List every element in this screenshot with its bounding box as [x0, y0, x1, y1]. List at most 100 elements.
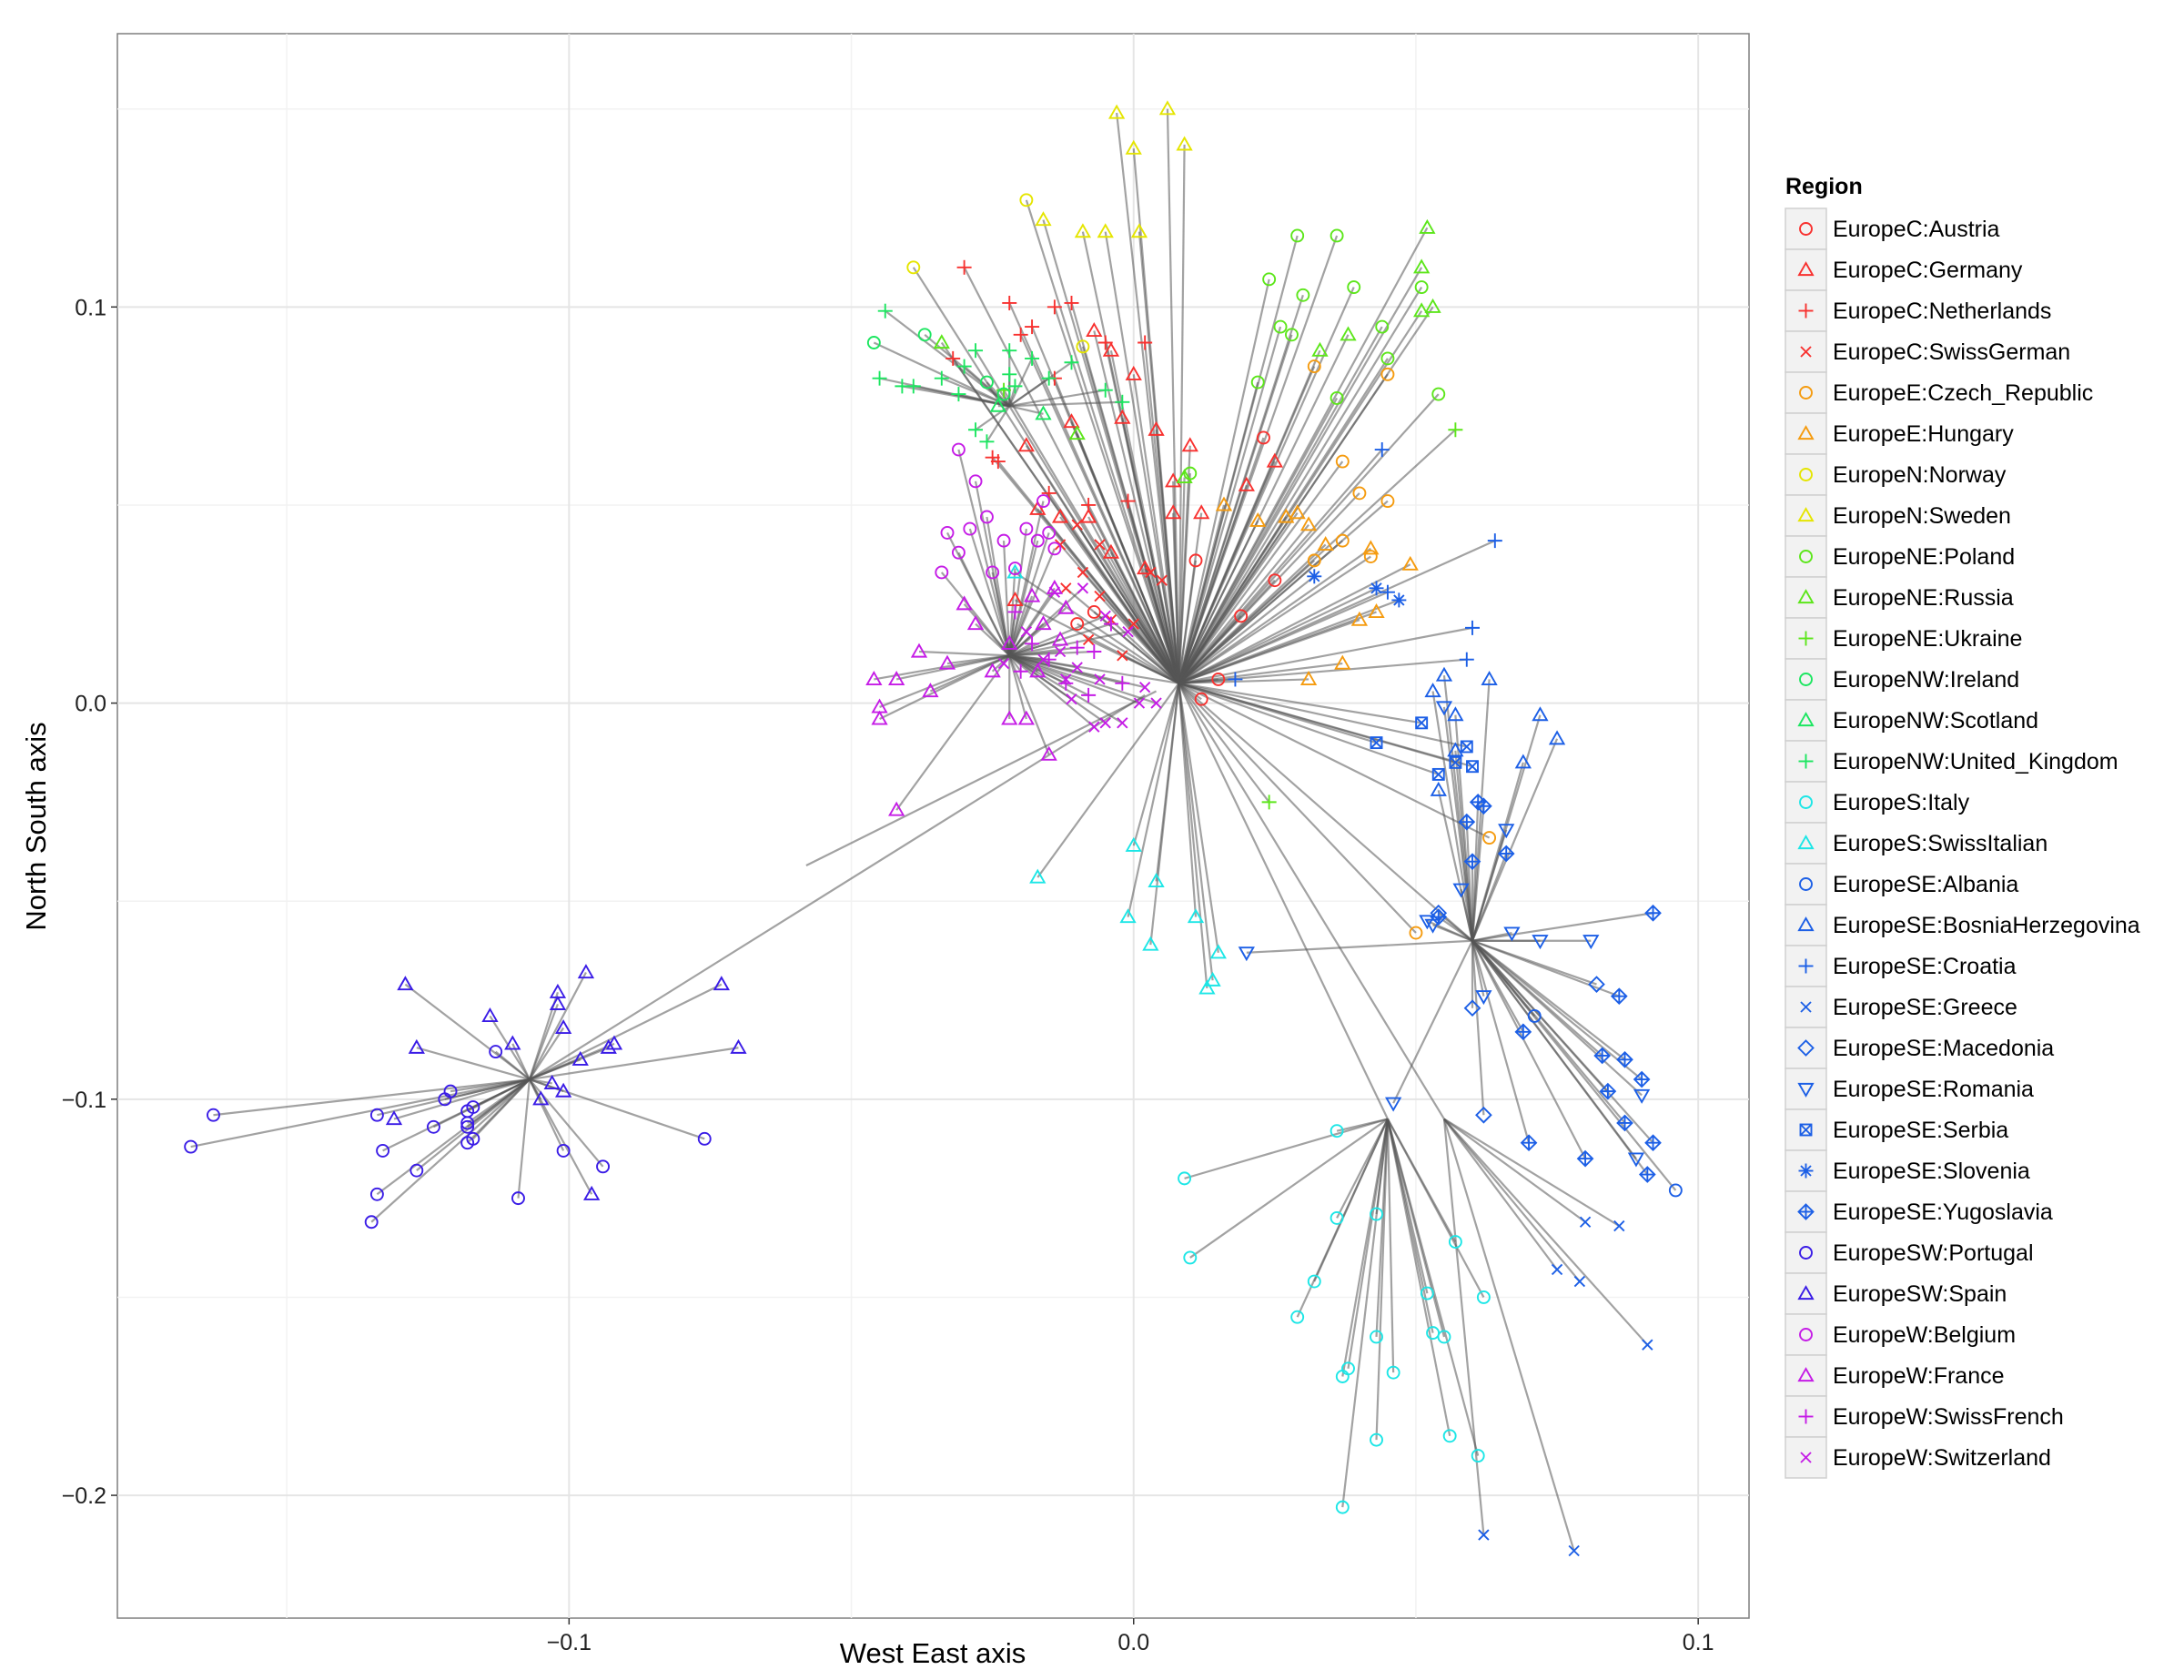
tip-branch [1008, 386, 1016, 407]
tip-branch [941, 377, 1010, 408]
data-point [1414, 280, 1429, 295]
tip-branch [1178, 683, 1214, 981]
data-point [1013, 327, 1028, 342]
tip-branch [1431, 691, 1474, 941]
data-point [1030, 533, 1045, 548]
data-point [1150, 697, 1162, 709]
data-point [1616, 1050, 1633, 1068]
data-point [1311, 341, 1329, 357]
tip-branch [1166, 108, 1180, 683]
legend-key [1785, 658, 1827, 701]
tip-branch [1036, 683, 1180, 878]
data-point [1299, 671, 1318, 686]
data-point [1119, 908, 1137, 924]
legend-item: EuropeC:Netherlands [1785, 289, 2051, 332]
data-point [1644, 904, 1662, 922]
data-point [426, 1119, 440, 1134]
tip-branch [1008, 361, 1073, 408]
data-point [1588, 976, 1605, 993]
data-point [1380, 494, 1395, 509]
data-point [951, 387, 966, 402]
trunk-branch [805, 690, 1158, 867]
data-point [1442, 1429, 1457, 1443]
legend-marker [1797, 1039, 1815, 1057]
tip-branch [1098, 595, 1180, 684]
tip-branch [1178, 678, 1236, 684]
data-point [1234, 609, 1249, 623]
legend-marker [1799, 1123, 1813, 1137]
tip-branch [1178, 587, 1378, 684]
data-point [1071, 662, 1083, 673]
data-point [1081, 497, 1097, 512]
data-point [481, 1007, 499, 1022]
data-point [1097, 335, 1113, 350]
data-point [1211, 673, 1226, 686]
y-axis-ticks: 0.1 0.0 −0.1 −0.2 [62, 295, 117, 1509]
tip-branch [1178, 682, 1440, 775]
tip-branch [968, 528, 1011, 656]
tip-branch [517, 1078, 531, 1199]
data-point [1082, 633, 1095, 646]
data-point [1568, 1544, 1580, 1557]
legend-label: EuropeN:Sweden [1833, 503, 2011, 529]
legend-marker [1799, 222, 1813, 236]
data-point [1449, 755, 1462, 769]
legend-item: EuropeC:Germany [1785, 248, 2023, 291]
legend-item: EuropeW:France [1785, 1354, 2005, 1397]
tip-branch [929, 654, 1010, 693]
data-point [1380, 367, 1395, 381]
data-point [1006, 563, 1024, 579]
data-point [1335, 1500, 1350, 1514]
data-point [1060, 582, 1072, 594]
data-point [963, 521, 977, 536]
data-point [1532, 706, 1549, 722]
legend-label: EuropeSW:Spain [1833, 1281, 2007, 1307]
tip-branch [1246, 939, 1473, 954]
tip-branch [1178, 591, 1389, 684]
data-point [1307, 1274, 1321, 1289]
data-point [1420, 1286, 1434, 1300]
tip-branch [1442, 1118, 1485, 1535]
data-point [1130, 223, 1148, 238]
data-point [1368, 603, 1385, 619]
legend-marker [1797, 916, 1815, 932]
data-point [910, 643, 928, 658]
data-point [1430, 908, 1448, 926]
data-point [1261, 794, 1277, 810]
data-point [1002, 295, 1017, 310]
legend-marker [1797, 1285, 1815, 1300]
data-point [1362, 540, 1380, 555]
tip-branch [1178, 683, 1219, 953]
data-point [1369, 581, 1384, 596]
tip-branch [1008, 540, 1039, 656]
data-point [1181, 437, 1198, 452]
data-point [1249, 511, 1267, 527]
y-tick-label: −0.1 [62, 1088, 106, 1113]
data-point [1047, 541, 1062, 556]
data-point [364, 1215, 379, 1230]
data-point [1188, 553, 1203, 568]
legend-key [1785, 1313, 1827, 1356]
data-point [1041, 370, 1057, 386]
data-point [984, 663, 1001, 678]
data-point [1644, 1134, 1662, 1152]
data-point [1238, 946, 1255, 962]
x-axis-title: West East axis [840, 1637, 1026, 1669]
legend-label: EuropeNW:Ireland [1833, 667, 2019, 693]
data-point [1094, 673, 1106, 685]
data-point [1573, 1275, 1586, 1288]
data-point [1340, 326, 1357, 341]
data-point [871, 710, 888, 725]
tip-branch [1008, 614, 1107, 657]
tip-branch [1081, 231, 1180, 684]
tip-branch [1178, 267, 1423, 684]
legend-label: EuropeNE:Russia [1833, 585, 2014, 611]
data-point [1076, 339, 1090, 354]
tip-branch [1471, 940, 1531, 1143]
data-point [1187, 908, 1205, 924]
data-point [583, 1185, 601, 1200]
y-tick-label: 0.1 [75, 295, 106, 320]
tip-branch [376, 1078, 531, 1196]
legend-marker [1798, 754, 1814, 769]
legend-marker [1799, 1328, 1813, 1341]
